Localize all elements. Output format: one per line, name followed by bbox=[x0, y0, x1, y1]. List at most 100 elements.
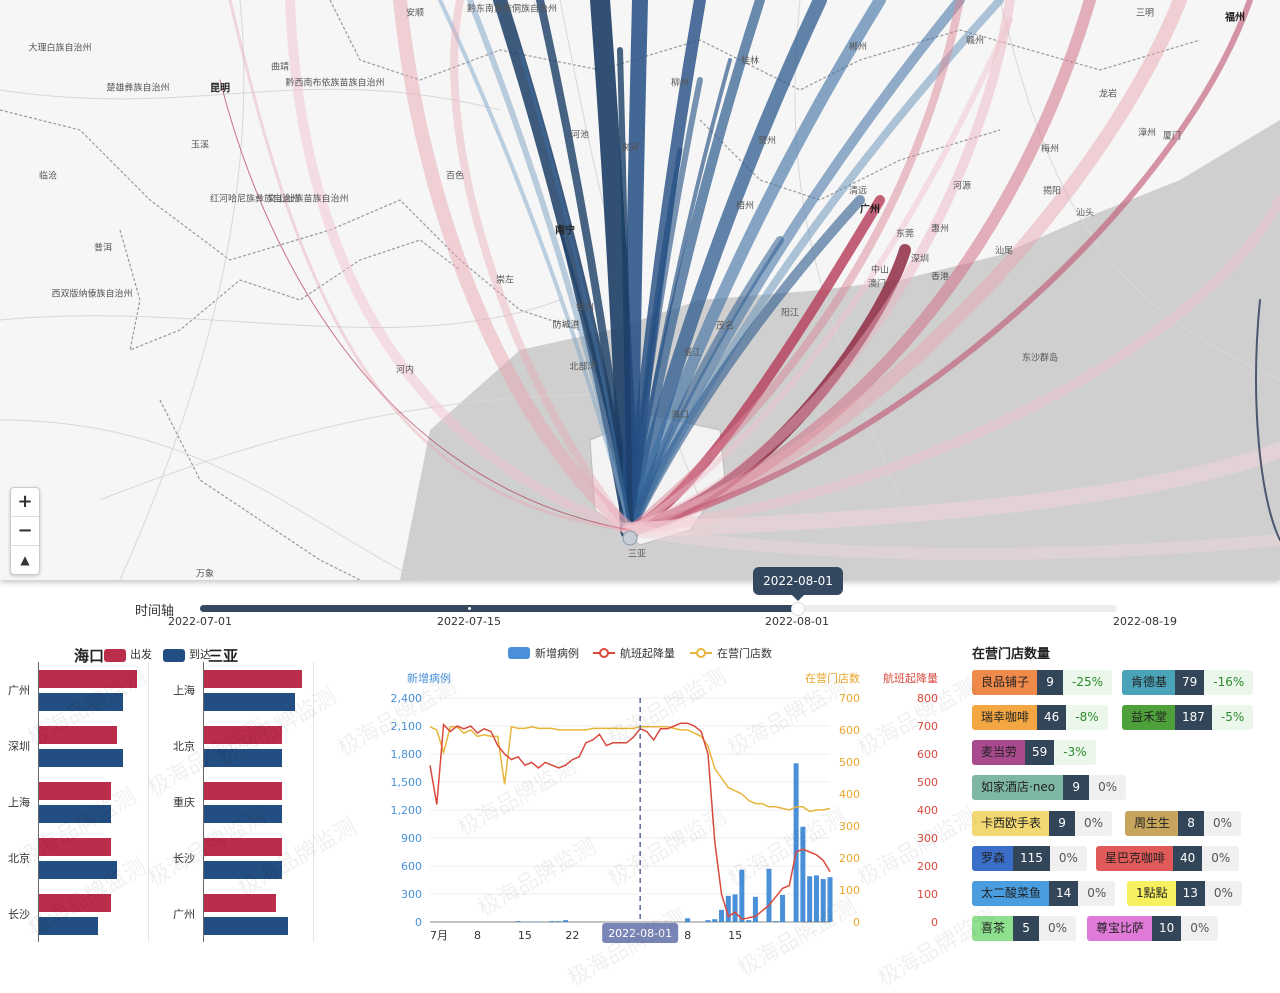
store-name: 益禾堂 bbox=[1122, 705, 1175, 730]
bar-depart[interactable] bbox=[204, 838, 282, 856]
axis-title: 航班起降量 bbox=[883, 671, 938, 685]
flow-map[interactable]: 安顺黔东南苗族侗族自治州大理白族自治州曲靖昆明楚雄彝族自治州黔西南布依族苗族自治… bbox=[0, 0, 1280, 580]
store-change: 0% bbox=[1181, 916, 1218, 941]
axis-title: 在营门店数 bbox=[805, 671, 860, 685]
case-bar[interactable] bbox=[563, 920, 568, 922]
city-label: 西双版纳傣族自治州 bbox=[51, 287, 132, 300]
y-tick-flights: 200 bbox=[917, 860, 938, 873]
bar-arrive[interactable] bbox=[204, 917, 288, 935]
store-count: 9 bbox=[1037, 670, 1063, 695]
store-count: 13 bbox=[1176, 881, 1205, 906]
legend-depart[interactable]: 出发 bbox=[104, 646, 152, 662]
city-label: 玉溪 bbox=[191, 138, 209, 151]
case-bar[interactable] bbox=[712, 919, 717, 922]
city-label: 深圳 bbox=[911, 252, 929, 265]
timeline-handle[interactable] bbox=[791, 602, 805, 616]
timeline-slider[interactable] bbox=[200, 605, 1117, 612]
legend-label[interactable]: 在营门店数 bbox=[717, 646, 772, 660]
bar-depart[interactable] bbox=[204, 894, 276, 912]
legend-label[interactable]: 航班起降量 bbox=[620, 646, 675, 660]
bar-arrive[interactable] bbox=[39, 917, 98, 935]
city-label: 海口 bbox=[671, 408, 689, 421]
compass-reset-button[interactable]: ▲ bbox=[11, 546, 39, 574]
store-change: 0% bbox=[1202, 846, 1239, 871]
y-tick-flights: 0 bbox=[931, 916, 938, 929]
bar-arrive[interactable] bbox=[39, 693, 123, 711]
legend-depart-swatch bbox=[104, 649, 126, 662]
bar-category-label: 上海 bbox=[8, 794, 30, 810]
case-bar[interactable] bbox=[773, 921, 778, 922]
bar-gridline bbox=[148, 662, 149, 942]
bar-depart[interactable] bbox=[39, 726, 117, 744]
bar-arrive[interactable] bbox=[204, 861, 282, 879]
case-bar[interactable] bbox=[685, 918, 690, 922]
map-zoom-controls: + − ▲ bbox=[10, 487, 40, 575]
case-bar[interactable] bbox=[746, 920, 751, 922]
store-change: -16% bbox=[1204, 670, 1253, 695]
bar-arrive[interactable] bbox=[204, 693, 295, 711]
case-bar[interactable] bbox=[814, 875, 819, 922]
bar-depart[interactable] bbox=[204, 782, 282, 800]
case-bar[interactable] bbox=[516, 921, 521, 922]
case-bar[interactable] bbox=[753, 897, 758, 922]
legend-label[interactable]: 新增病例 bbox=[535, 646, 579, 660]
city-label: 楚雄彝族自治州 bbox=[106, 81, 169, 94]
legend-arrive-label: 到达 bbox=[189, 648, 211, 661]
y-tick-flights: 300 bbox=[917, 832, 938, 845]
case-bar[interactable] bbox=[766, 869, 771, 922]
bar-arrive[interactable] bbox=[39, 805, 111, 823]
bar-depart[interactable] bbox=[204, 670, 302, 688]
bar-arrive[interactable] bbox=[204, 749, 282, 767]
case-bar[interactable] bbox=[828, 877, 833, 922]
case-bar[interactable] bbox=[807, 876, 812, 922]
y-tick-flights: 800 bbox=[917, 692, 938, 705]
y-tick-stores: 700 bbox=[839, 692, 860, 705]
city-label: 贺州 bbox=[758, 134, 776, 147]
timeline-date: 2022-08-19 bbox=[1113, 615, 1177, 628]
case-bar[interactable] bbox=[739, 870, 744, 922]
case-bar[interactable] bbox=[780, 895, 785, 922]
bar-depart[interactable] bbox=[39, 894, 111, 912]
case-bar[interactable] bbox=[719, 910, 724, 922]
city-label: 北部湾 bbox=[569, 360, 596, 373]
case-bar[interactable] bbox=[550, 921, 555, 922]
bar-depart[interactable] bbox=[39, 782, 111, 800]
case-bar[interactable] bbox=[794, 763, 799, 922]
zoom-in-button[interactable]: + bbox=[11, 488, 39, 517]
case-bar[interactable] bbox=[821, 879, 826, 922]
city-label: 安顺 bbox=[406, 6, 424, 19]
bar-depart[interactable] bbox=[204, 726, 282, 744]
city-label: 汕头 bbox=[1076, 206, 1094, 219]
bar-depart[interactable] bbox=[39, 838, 111, 856]
store-count: 14 bbox=[1049, 881, 1078, 906]
bar-arrive[interactable] bbox=[39, 749, 123, 767]
zoom-out-button[interactable]: − bbox=[11, 517, 39, 546]
case-bar[interactable] bbox=[733, 894, 738, 922]
y-tick-stores: 100 bbox=[839, 884, 860, 897]
road-line bbox=[0, 420, 420, 580]
legend-arrive[interactable]: 到达 bbox=[163, 646, 211, 662]
case-bar[interactable] bbox=[800, 827, 805, 922]
city-label: 广州 bbox=[860, 201, 880, 216]
bar-depart[interactable] bbox=[39, 670, 137, 688]
bar-category-label: 长沙 bbox=[173, 850, 195, 866]
case-bar[interactable] bbox=[556, 921, 561, 922]
case-bar[interactable] bbox=[705, 920, 710, 922]
bar-arrive[interactable] bbox=[204, 805, 282, 823]
bar-arrive[interactable] bbox=[39, 861, 117, 879]
